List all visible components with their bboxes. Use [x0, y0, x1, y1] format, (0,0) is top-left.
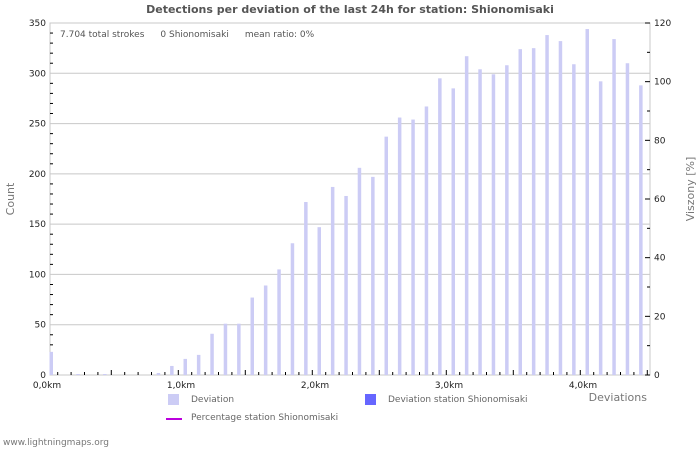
bar-deviation	[183, 358, 187, 375]
y-right-tick-label: 20	[654, 312, 666, 322]
bar-deviation	[237, 323, 241, 375]
legend-label-percentage-station: Percentage station Shionomisaki	[191, 413, 339, 423]
bar-deviation	[196, 354, 201, 375]
y-right-tick-label: 80	[654, 136, 666, 146]
bar-deviation	[639, 85, 643, 376]
bar-deviation	[438, 78, 442, 376]
bar-deviation	[49, 351, 53, 375]
watermark: www.lightningmaps.org	[3, 438, 109, 448]
bar-deviation	[263, 285, 268, 375]
bar-deviation	[210, 333, 214, 375]
bar-deviation	[103, 373, 107, 375]
y-right-tick-label: 100	[654, 78, 671, 88]
bar-deviation	[558, 41, 563, 376]
bar-deviation	[612, 39, 616, 375]
legend-label-deviation: Deviation	[191, 395, 235, 405]
legend-swatch-percentage-line	[166, 418, 182, 420]
bar-deviation	[491, 74, 496, 375]
y-left-tick-label: 250	[29, 120, 46, 130]
y-left-tick-label: 100	[29, 270, 46, 280]
mean-ratio: mean ratio: 0%	[244, 30, 315, 40]
y-left-tick-label: 0	[40, 371, 46, 381]
legend-label-deviation-station: Deviation station Shionomisaki	[388, 395, 528, 405]
bar-deviation	[357, 167, 362, 375]
bar-deviation	[424, 106, 429, 375]
stats-line: 7.704 total strokes 0 Shionomisaki mean ra…	[60, 30, 330, 40]
bar-deviation	[344, 195, 348, 375]
bar-deviation	[518, 49, 522, 376]
bar-deviation	[277, 269, 281, 375]
bar-deviation	[156, 372, 161, 375]
bar-deviation	[505, 65, 509, 376]
y-right-tick-label: 0	[654, 371, 660, 381]
y-left-tick-label: 150	[29, 220, 46, 230]
bar-deviation	[625, 63, 630, 375]
bar-deviation	[330, 186, 335, 375]
bar-deviation	[223, 323, 228, 375]
bar-deviation	[572, 64, 576, 375]
total-strokes: 7.704 total strokes	[60, 30, 145, 40]
x-axis-title: Deviations	[589, 391, 648, 404]
chart-title: Detections per deviation of the last 24h…	[146, 3, 554, 16]
bar-deviation	[250, 297, 254, 375]
bar-deviation	[531, 48, 536, 376]
station-count: 0 Shionomisaki	[160, 30, 229, 40]
bar-deviation	[317, 227, 321, 375]
bar-deviation	[598, 81, 603, 376]
y-left-tick-label: 350	[29, 19, 46, 29]
y-right-tick-label: 60	[654, 195, 666, 205]
x-tick-label: 2,0km	[301, 381, 329, 391]
bar-deviation	[478, 69, 482, 376]
y-left-axis-title: Count	[4, 182, 17, 215]
y-left-tick-label: 200	[29, 170, 46, 180]
x-tick-label: 4,0km	[569, 381, 597, 391]
y-left-tick-label: 300	[29, 69, 46, 79]
bar-deviation	[290, 243, 295, 375]
y-right-axis-title: Viszony [%]	[684, 157, 697, 222]
bar-deviation	[545, 35, 549, 375]
x-tick-label: 3,0km	[435, 381, 463, 391]
x-tick-label: 1,0km	[167, 381, 195, 391]
legend-swatch-deviation-station	[365, 394, 376, 405]
y-left-tick-label: 50	[35, 321, 47, 331]
bar-deviation	[170, 365, 174, 375]
y-right-tick-label: 40	[654, 254, 666, 264]
x-tick-label: 0,0km	[33, 381, 61, 391]
y-right-tick-label: 120	[654, 19, 671, 29]
bar-deviation	[397, 117, 402, 375]
legend-swatch-deviation	[168, 394, 179, 405]
bar-deviation	[411, 119, 415, 375]
bar-deviation	[585, 29, 589, 375]
bar-deviation	[384, 136, 388, 375]
bar-deviation	[304, 202, 308, 375]
bar-deviation	[464, 56, 469, 376]
bar-deviation	[451, 88, 455, 375]
bar-deviation	[76, 373, 80, 375]
bar-deviation	[371, 176, 375, 375]
